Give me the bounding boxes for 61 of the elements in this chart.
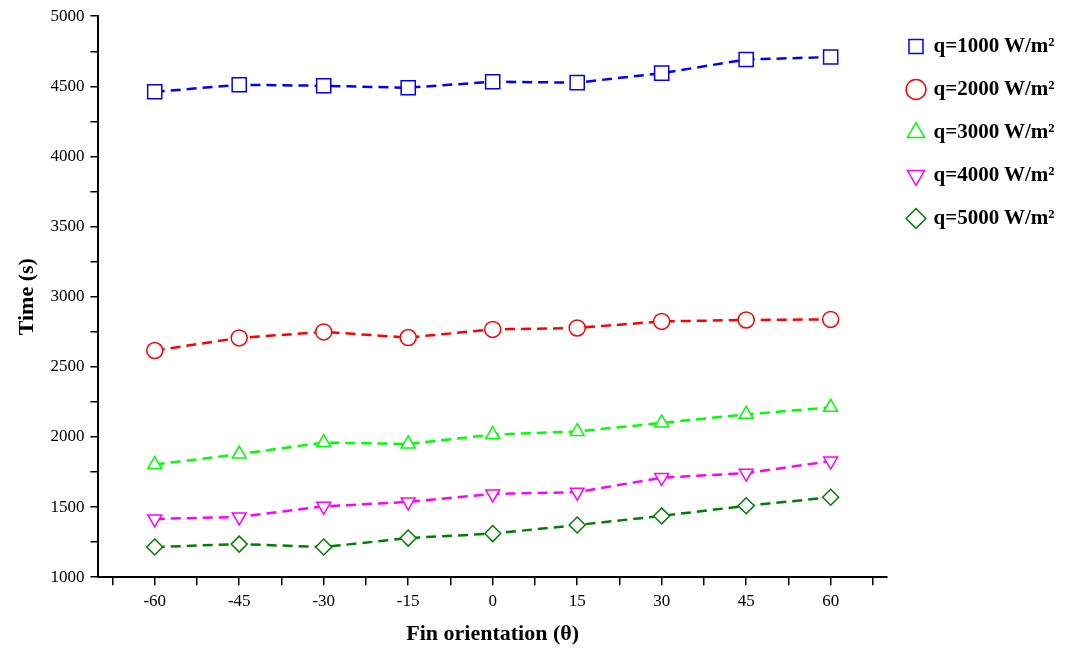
y-tick-label: 1500: [50, 496, 85, 516]
x-tick-label: 60: [822, 590, 840, 610]
x-tick-label: 15: [568, 590, 586, 610]
x-tick-label: -60: [143, 590, 167, 610]
point: [653, 472, 670, 487]
legend-label: q=2000 W/m²: [933, 75, 1055, 100]
y-tick-label: 3000: [50, 286, 85, 306]
point: [399, 529, 417, 547]
point: [400, 497, 416, 511]
y-tick-label: 4000: [50, 145, 85, 165]
x-tick-label: 30: [653, 590, 671, 610]
point: [652, 312, 671, 331]
x-axis-title: Fin orientation (θ): [406, 620, 580, 646]
point: [315, 77, 332, 94]
point: [314, 323, 333, 341]
point: [738, 468, 754, 482]
point: [145, 538, 164, 556]
point: [146, 83, 163, 100]
point: [737, 497, 755, 515]
point: [821, 310, 840, 329]
x-tick-label: -30: [312, 590, 336, 610]
point: [485, 489, 501, 503]
legend-label: q=3000 W/m²: [933, 118, 1055, 143]
y-tick-label: 4500: [50, 75, 85, 95]
y-tick-label: 1000: [50, 566, 85, 586]
point: [737, 311, 755, 329]
point: [568, 516, 586, 534]
legend-label: q=1000 W/m²: [933, 32, 1055, 57]
legend-label: q=5000 W/m²: [933, 204, 1055, 229]
point: [147, 514, 163, 528]
point: [653, 65, 670, 81]
point: [231, 512, 247, 526]
point: [822, 456, 839, 470]
point: [568, 319, 586, 337]
point: [738, 51, 754, 68]
y-tick-label: 2000: [50, 426, 85, 446]
point: [399, 328, 417, 347]
point: [145, 341, 164, 360]
point: [230, 329, 248, 347]
point: [569, 487, 585, 501]
point: [484, 73, 501, 90]
y-axis-title: Time (s): [12, 258, 38, 336]
point: [231, 76, 248, 93]
point: [822, 49, 839, 65]
legend-label: q=4000 W/m²: [933, 161, 1055, 186]
point: [821, 488, 840, 507]
point: [314, 538, 333, 556]
x-tick-label: -45: [227, 590, 251, 610]
y-tick-label: 3500: [50, 216, 85, 236]
point: [483, 320, 502, 339]
x-tick-label: 0: [488, 590, 497, 610]
y-tick-label: 2500: [50, 356, 85, 376]
point: [569, 74, 585, 91]
y-tick-label: 5000: [50, 5, 85, 25]
point: [400, 79, 417, 96]
point: [316, 501, 332, 516]
point: [652, 507, 671, 525]
x-tick-label: -15: [396, 590, 420, 610]
point: [230, 535, 248, 553]
x-tick-label: 45: [737, 590, 755, 610]
point: [483, 524, 502, 543]
